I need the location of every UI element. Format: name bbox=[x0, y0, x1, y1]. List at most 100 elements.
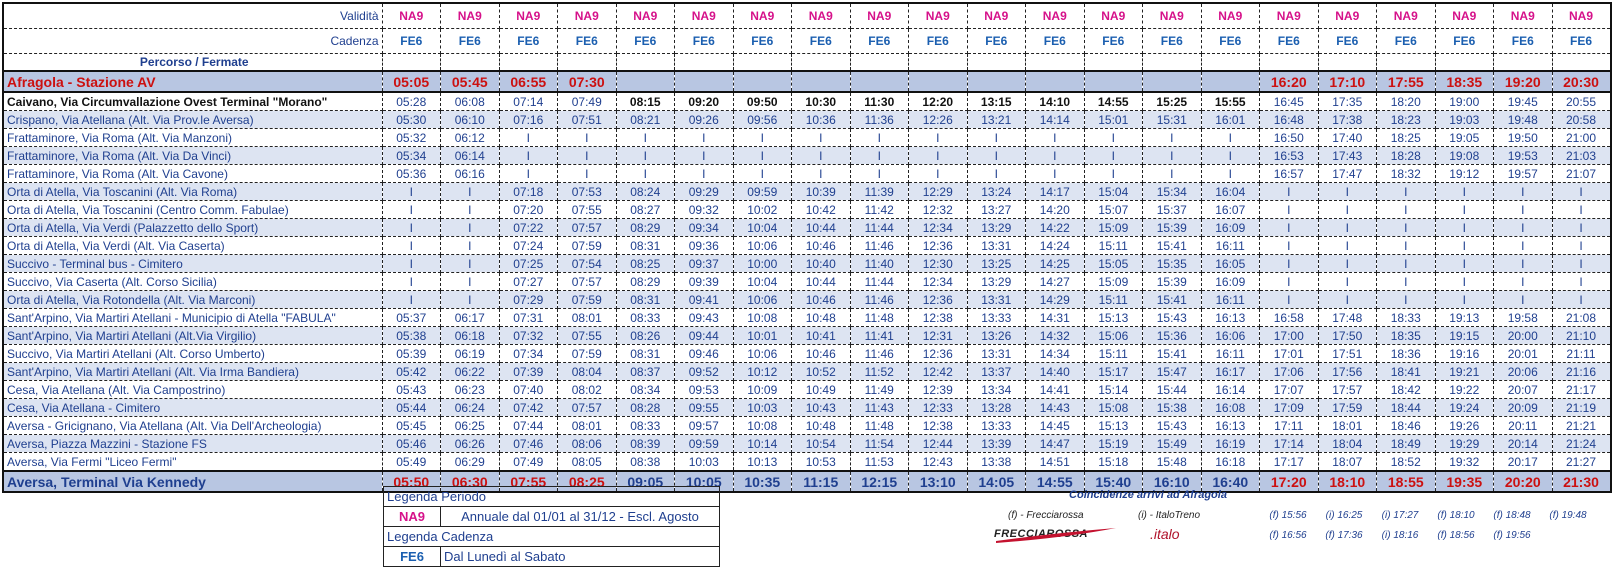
stop-time: 21:27 bbox=[1552, 452, 1612, 472]
stop-time: I bbox=[382, 272, 441, 291]
validita-code: NA9 bbox=[616, 2, 675, 29]
stop-time: 12:32 bbox=[908, 200, 968, 219]
timetable: Validità NA9 NA9 NA9 NA9 NA9 NA9 NA9 NA9 NA9 NA9 NA… bbox=[2, 2, 1612, 493]
stop-time: 08:27 bbox=[616, 200, 675, 219]
stop-time: 19:15 bbox=[1435, 326, 1494, 345]
stop-time: 19:21 bbox=[1435, 362, 1494, 381]
stop-time: I bbox=[733, 146, 792, 165]
stop-time: 19:03 bbox=[1435, 110, 1494, 129]
stop-time: 17:14 bbox=[1259, 434, 1319, 453]
stop-time: 15:08 bbox=[1084, 398, 1143, 417]
stop-time: 07:55 bbox=[557, 200, 617, 219]
stop-time: 16:09 bbox=[1201, 218, 1260, 237]
cadenza-code: FE6 bbox=[1142, 28, 1202, 54]
stop-time: 13:15 bbox=[967, 92, 1026, 111]
stop-time: 11:46 bbox=[850, 344, 909, 363]
stop-time: 11:52 bbox=[850, 362, 909, 381]
stop-time: I bbox=[1376, 218, 1436, 237]
stop-time: 15:06 bbox=[1084, 326, 1143, 345]
stop-time: 10:09 bbox=[733, 380, 792, 399]
stop-time: I bbox=[616, 164, 675, 183]
stop-time bbox=[791, 70, 851, 93]
stop-time: 11:46 bbox=[850, 290, 909, 309]
stop-time: 17:01 bbox=[1259, 344, 1319, 363]
frecciarossa-label: (f) - Frecciarossa bbox=[1008, 510, 1084, 521]
stop-time: 15:18 bbox=[1084, 452, 1143, 472]
stop-time: 10:08 bbox=[733, 416, 792, 435]
stop-time: 15:38 bbox=[1142, 398, 1202, 417]
stop-time: 16:20 bbox=[1259, 70, 1319, 93]
stop-time: I bbox=[499, 128, 558, 147]
stop-time: 05:43 bbox=[382, 380, 441, 399]
stop-time: 10:06 bbox=[733, 290, 792, 309]
stop-time: I bbox=[1259, 182, 1319, 201]
stop-time: 12:36 bbox=[908, 290, 968, 309]
stop-row: Succivo, Via Martiri Atellani (Alt. Cors… bbox=[2, 344, 1612, 363]
stop-time: 07:59 bbox=[557, 344, 617, 363]
stop-time: 08:29 bbox=[616, 272, 675, 291]
cadenza-code: FE6 bbox=[557, 28, 617, 54]
stop-time: 13:26 bbox=[967, 326, 1026, 345]
stop-row: Crispano, Via Atellana (Alt. Via Prov.le… bbox=[2, 110, 1612, 129]
stop-time: 11:15 bbox=[791, 470, 851, 493]
validita-code: NA9 bbox=[1552, 2, 1612, 29]
stop-time: 10:36 bbox=[791, 110, 851, 129]
stop-time: I bbox=[382, 236, 441, 255]
stop-time: 09:46 bbox=[674, 344, 734, 363]
stop-time: 16:13 bbox=[1201, 416, 1260, 435]
stop-row: Orta di Atella, Via Toscanini (Centro Co… bbox=[2, 200, 1612, 219]
stop-time: 16:10 bbox=[1142, 470, 1202, 493]
cadenza-code: FE6 bbox=[440, 28, 500, 54]
stop-time: 19:20 bbox=[1493, 70, 1553, 93]
stop-time: I bbox=[499, 164, 558, 183]
stop-time: 19:45 bbox=[1493, 92, 1553, 111]
stop-time: I bbox=[1493, 290, 1553, 309]
stop-row: Sant'Arpino, Via Martiri Atellani (Alt.V… bbox=[2, 326, 1612, 345]
stop-time: 08:38 bbox=[616, 452, 675, 472]
stop-time: 12:34 bbox=[908, 272, 968, 291]
stop-time: 06:25 bbox=[440, 416, 500, 435]
cadenza-code: FE6 bbox=[1318, 28, 1377, 54]
stop-time: I bbox=[440, 218, 500, 237]
stop-time: 09:59 bbox=[733, 182, 792, 201]
stop-name: Cesa, Via Atellana (Alt. Via Campostrino… bbox=[2, 380, 383, 399]
stop-time: I bbox=[1435, 254, 1494, 273]
stop-time: 20:14 bbox=[1493, 434, 1553, 453]
stop-time: 08:31 bbox=[616, 236, 675, 255]
stop-time: 12:33 bbox=[908, 398, 968, 417]
stop-time: I bbox=[1435, 200, 1494, 219]
stop-row: Orta di Atella, Via Verdi (Alt. Via Case… bbox=[2, 236, 1612, 255]
stop-time: 08:31 bbox=[616, 290, 675, 309]
percorso-empty-cell bbox=[1493, 53, 1553, 72]
stop-time: 10:46 bbox=[791, 236, 851, 255]
stop-time: 16:05 bbox=[1201, 254, 1260, 273]
stop-name: Aversa, Via Fermi "Liceo Fermi" bbox=[2, 452, 383, 472]
stop-time: 10:44 bbox=[791, 272, 851, 291]
stop-time: 07:49 bbox=[499, 452, 558, 472]
stop-time: I bbox=[1259, 218, 1319, 237]
stop-time: 07:24 bbox=[499, 236, 558, 255]
stop-time: I bbox=[1259, 290, 1319, 309]
stop-time: 18:33 bbox=[1376, 308, 1436, 327]
validita-code: NA9 bbox=[1201, 2, 1260, 29]
stop-time: I bbox=[1435, 218, 1494, 237]
stop-time: 19:12 bbox=[1435, 164, 1494, 183]
stop-time: 15:44 bbox=[1142, 380, 1202, 399]
stop-time: 10:46 bbox=[791, 344, 851, 363]
legend-periodo-desc: Annuale dal 01/01 al 31/12 - Escl. Agost… bbox=[440, 506, 720, 527]
stop-time: I bbox=[1259, 272, 1319, 291]
stop-row: Aversa - Gricignano, Via Atellana (Alt. … bbox=[2, 416, 1612, 435]
stop-time: 09:55 bbox=[674, 398, 734, 417]
stop-time: 10:30 bbox=[791, 92, 851, 111]
stop-time: 15:39 bbox=[1142, 218, 1202, 237]
stop-time: 07:57 bbox=[557, 272, 617, 291]
stop-time: 13:21 bbox=[967, 110, 1026, 129]
stop-time: 13:24 bbox=[967, 182, 1026, 201]
stop-time: 07:51 bbox=[557, 110, 617, 129]
validita-code: NA9 bbox=[1318, 2, 1377, 29]
legend-periodo-code: NA9 bbox=[383, 506, 441, 527]
stop-time: 06:16 bbox=[440, 164, 500, 183]
stop-time: 18:35 bbox=[1435, 70, 1494, 93]
stop-time: 06:26 bbox=[440, 434, 500, 453]
stop-time: 09:34 bbox=[674, 218, 734, 237]
